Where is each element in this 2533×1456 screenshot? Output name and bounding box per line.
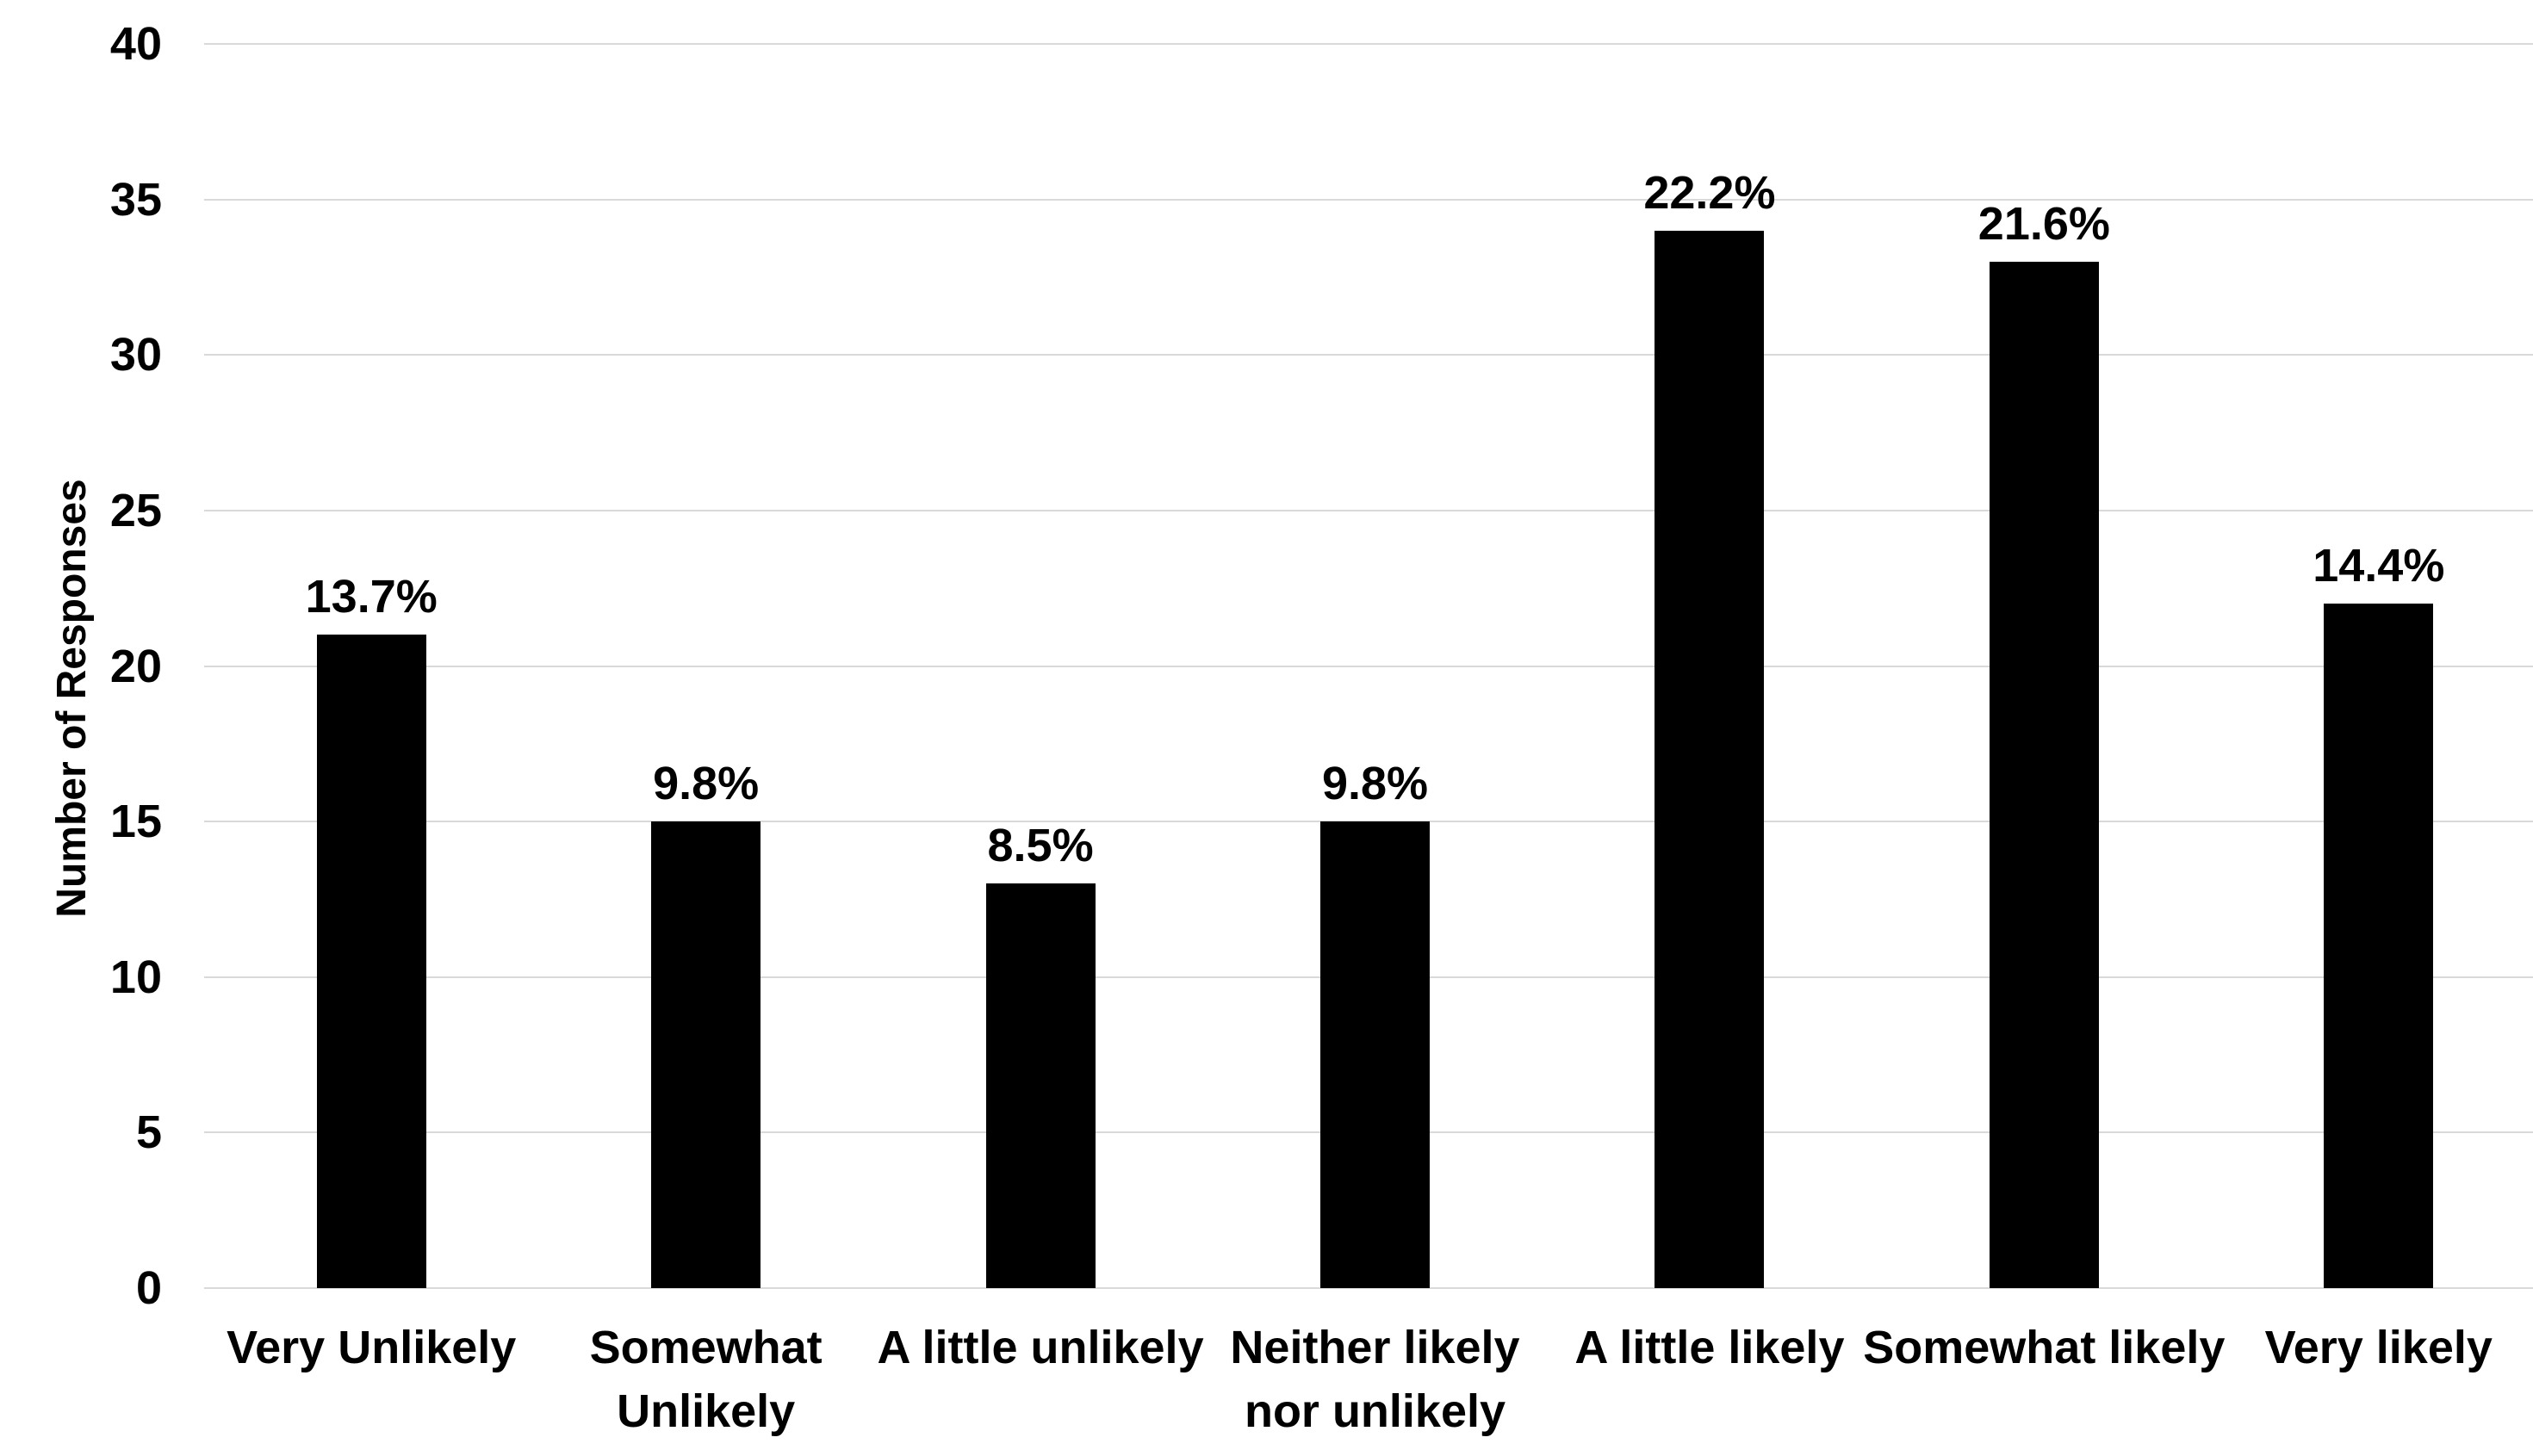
bar-value-label: 9.8% bbox=[1321, 758, 1429, 810]
x-category-label: Somewhat likely bbox=[1863, 1322, 2226, 1373]
bar bbox=[1989, 261, 2099, 1288]
bar bbox=[651, 821, 761, 1288]
y-tick-label: 0 bbox=[135, 1262, 162, 1314]
x-category-label: Very likely bbox=[2264, 1322, 2493, 1373]
y-tick-label: 30 bbox=[109, 329, 162, 381]
bar bbox=[1320, 821, 1430, 1288]
bar bbox=[1655, 230, 1765, 1288]
bar-value-label: 21.6% bbox=[1977, 197, 2110, 250]
gridline bbox=[204, 198, 2533, 201]
gridline bbox=[204, 665, 2533, 667]
bar bbox=[2324, 604, 2434, 1288]
bar-value-label: 14.4% bbox=[2313, 540, 2445, 592]
gridline bbox=[204, 354, 2533, 356]
y-tick-label: 10 bbox=[109, 951, 162, 1003]
bar bbox=[316, 635, 426, 1288]
y-tick-label: 15 bbox=[109, 796, 162, 848]
gridline bbox=[204, 43, 2533, 45]
y-tick-label: 40 bbox=[109, 18, 162, 70]
x-category-label: A little likely bbox=[1574, 1322, 1845, 1373]
bar-value-label: 13.7% bbox=[305, 571, 438, 623]
bar-value-label: 8.5% bbox=[987, 820, 1094, 872]
y-tick-label: 25 bbox=[109, 484, 162, 536]
y-tick-label: 5 bbox=[135, 1106, 162, 1159]
bar-value-label: 22.2% bbox=[1643, 166, 1776, 219]
bar bbox=[985, 883, 1096, 1288]
bar-chart: Number of Responses 0 5 10 15 20 25 30 35 40 13.7… bbox=[34, 14, 2533, 1442]
y-tick-label: 35 bbox=[109, 173, 162, 226]
baseline-gridline bbox=[204, 1287, 2533, 1289]
gridline bbox=[204, 509, 2533, 511]
y-tick-label: 20 bbox=[109, 640, 162, 692]
x-category-label: Very Unlikely bbox=[227, 1322, 517, 1373]
bar-value-label: 9.8% bbox=[653, 758, 760, 810]
x-category-label: A little unlikely bbox=[877, 1322, 1204, 1373]
